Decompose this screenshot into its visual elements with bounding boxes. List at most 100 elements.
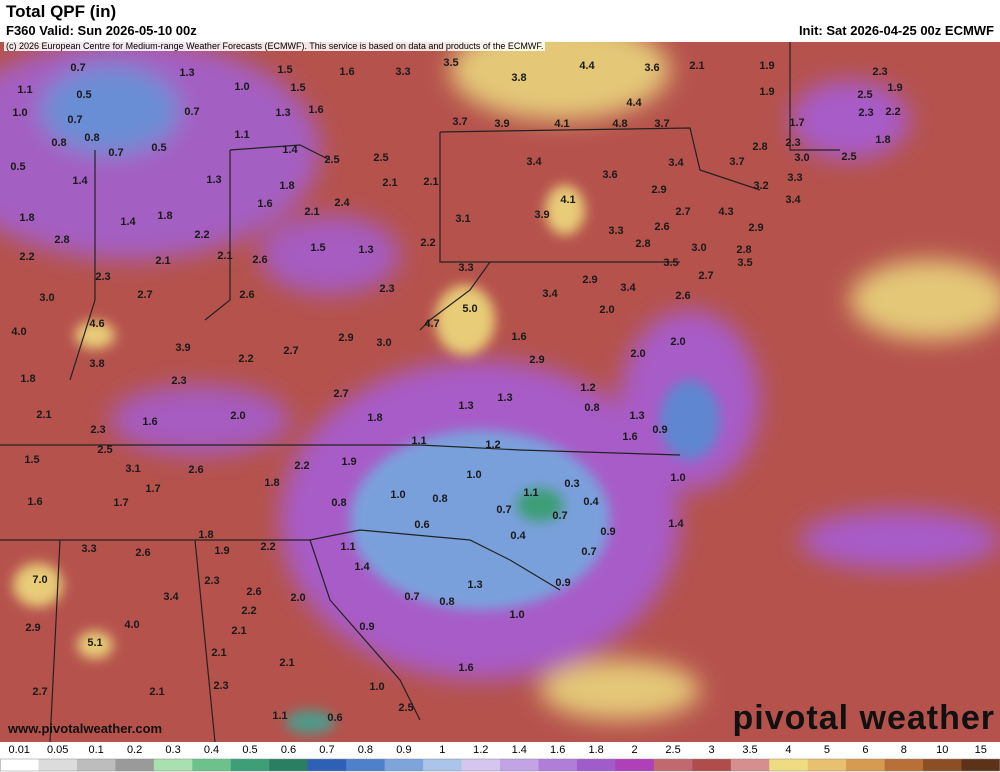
- colorbar-label: 0.7: [319, 744, 334, 756]
- qpf-label: 2.6: [252, 254, 267, 266]
- qpf-label: 2.6: [239, 289, 254, 301]
- qpf-label: 0.7: [184, 106, 199, 118]
- qpf-label: 0.9: [555, 577, 570, 589]
- colorbar-swatch: [192, 759, 232, 771]
- colorbar-swatch: [384, 759, 424, 771]
- qpf-label: 1.1: [523, 487, 538, 499]
- qpf-label: 2.3: [204, 575, 219, 587]
- qpf-label: 2.9: [651, 184, 666, 196]
- qpf-label: 3.9: [534, 209, 549, 221]
- qpf-label: 2.3: [858, 107, 873, 119]
- qpf-label: 1.3: [275, 107, 290, 119]
- qpf-label: 1.1: [340, 541, 355, 553]
- qpf-label: 0.4: [510, 530, 526, 542]
- qpf-label: 1.6: [458, 662, 473, 674]
- qpf-label: 2.3: [90, 424, 105, 436]
- qpf-label: 1.9: [887, 82, 902, 94]
- qpf-label: 2.1: [279, 657, 294, 669]
- qpf-label: 4.7: [424, 318, 439, 330]
- qpf-label: 1.0: [670, 472, 685, 484]
- qpf-label: 2.5: [97, 444, 112, 456]
- qpf-label: 1.8: [875, 134, 890, 146]
- qpf-label: 2.5: [324, 154, 339, 166]
- colorbar-label: 0.6: [281, 744, 296, 756]
- qpf-label: 0.7: [67, 114, 82, 126]
- qpf-label: 0.7: [552, 510, 567, 522]
- qpf-label: 1.4: [354, 561, 370, 573]
- qpf-label: 3.8: [89, 358, 104, 370]
- colorbar-swatch: [76, 759, 116, 771]
- qpf-label: 3.3: [458, 262, 473, 274]
- colorbar-label: 1.4: [512, 744, 527, 756]
- qpf-label: 3.0: [39, 292, 54, 304]
- website: www.pivotalweather.com: [7, 721, 162, 736]
- qpf-label: 1.0: [466, 469, 481, 481]
- qpf-label: 1.4: [282, 144, 298, 156]
- colorbar-label: 15: [975, 744, 987, 756]
- qpf-label: 2.2: [260, 541, 275, 553]
- qpf-label: 0.8: [439, 596, 454, 608]
- qpf-label: 1.9: [759, 86, 774, 98]
- qpf-label: 2.6: [135, 547, 150, 559]
- qpf-label: 3.1: [125, 463, 140, 475]
- qpf-label: 3.3: [608, 225, 623, 237]
- colorbar-label: 0.5: [242, 744, 257, 756]
- qpf-label: 2.3: [872, 66, 887, 78]
- qpf-label: 3.4: [620, 282, 636, 294]
- qpf-label: 1.5: [310, 242, 325, 254]
- qpf-label: 3.3: [787, 172, 802, 184]
- colorbar-label: 6: [862, 744, 868, 756]
- qpf-label: 1.1: [17, 84, 32, 96]
- qpf-label: 1.6: [339, 66, 354, 78]
- colorbar-label: 0.4: [204, 744, 219, 756]
- colorbar-swatch: [769, 759, 809, 771]
- qpf-label: 1.6: [27, 496, 42, 508]
- colorbar-swatch: [884, 759, 924, 771]
- qpf-label: 3.5: [443, 57, 458, 69]
- qpf-label: 3.7: [654, 118, 669, 130]
- qpf-label: 1.0: [509, 609, 524, 621]
- qpf-label: 1.0: [369, 681, 384, 693]
- qpf-label: 3.4: [668, 157, 684, 169]
- qpf-label: 2.3: [95, 271, 110, 283]
- colorbar-swatch: [423, 759, 463, 771]
- colorbar-label: 1.6: [550, 744, 565, 756]
- qpf-label: 2.3: [785, 137, 800, 149]
- qpf-label: 2.8: [752, 141, 767, 153]
- qpf-label: 1.6: [622, 431, 637, 443]
- qpf-label: 7.0: [32, 574, 47, 586]
- qpf-label: 2.7: [675, 206, 690, 218]
- qpf-label: 1.9: [341, 456, 356, 468]
- qpf-label: 4.0: [11, 326, 26, 338]
- qpf-label: 2.3: [171, 375, 186, 387]
- qpf-label: 5.0: [462, 303, 477, 315]
- qpf-label: 1.2: [580, 382, 595, 394]
- qpf-label: 0.9: [600, 526, 615, 538]
- qpf-label: 2.0: [230, 410, 245, 422]
- colorbar-swatch: [307, 759, 347, 771]
- qpf-label: 2.3: [213, 680, 228, 692]
- qpf-label: 2.0: [630, 348, 645, 360]
- qpf-label: 1.3: [458, 400, 473, 412]
- qpf-label: 2.2: [19, 251, 34, 263]
- qpf-label: 2.5: [857, 89, 872, 101]
- qpf-label: 2.3: [379, 283, 394, 295]
- qpf-label: 2.1: [231, 625, 246, 637]
- qpf-label: 2.2: [194, 229, 209, 241]
- qpf-label: 3.4: [526, 156, 542, 168]
- colorbar-swatch: [615, 759, 655, 771]
- qpf-label: 2.9: [338, 332, 353, 344]
- title: Total QPF (in): [6, 2, 117, 21]
- qpf-label: 3.3: [81, 543, 96, 555]
- qpf-label: 0.7: [108, 147, 123, 159]
- qpf-label: 1.4: [668, 518, 684, 530]
- qpf-label: 2.1: [36, 409, 51, 421]
- init-time: Init: Sat 2026-04-25 00z ECMWF: [798, 23, 994, 38]
- qpf-label: 1.0: [234, 81, 249, 93]
- qpf-label: 0.8: [51, 137, 66, 149]
- colorbar-label: 2.5: [665, 744, 680, 756]
- qpf-label: 4.4: [626, 97, 642, 109]
- colorbar-swatch: [461, 759, 501, 771]
- colorbar-label: 8: [901, 744, 907, 756]
